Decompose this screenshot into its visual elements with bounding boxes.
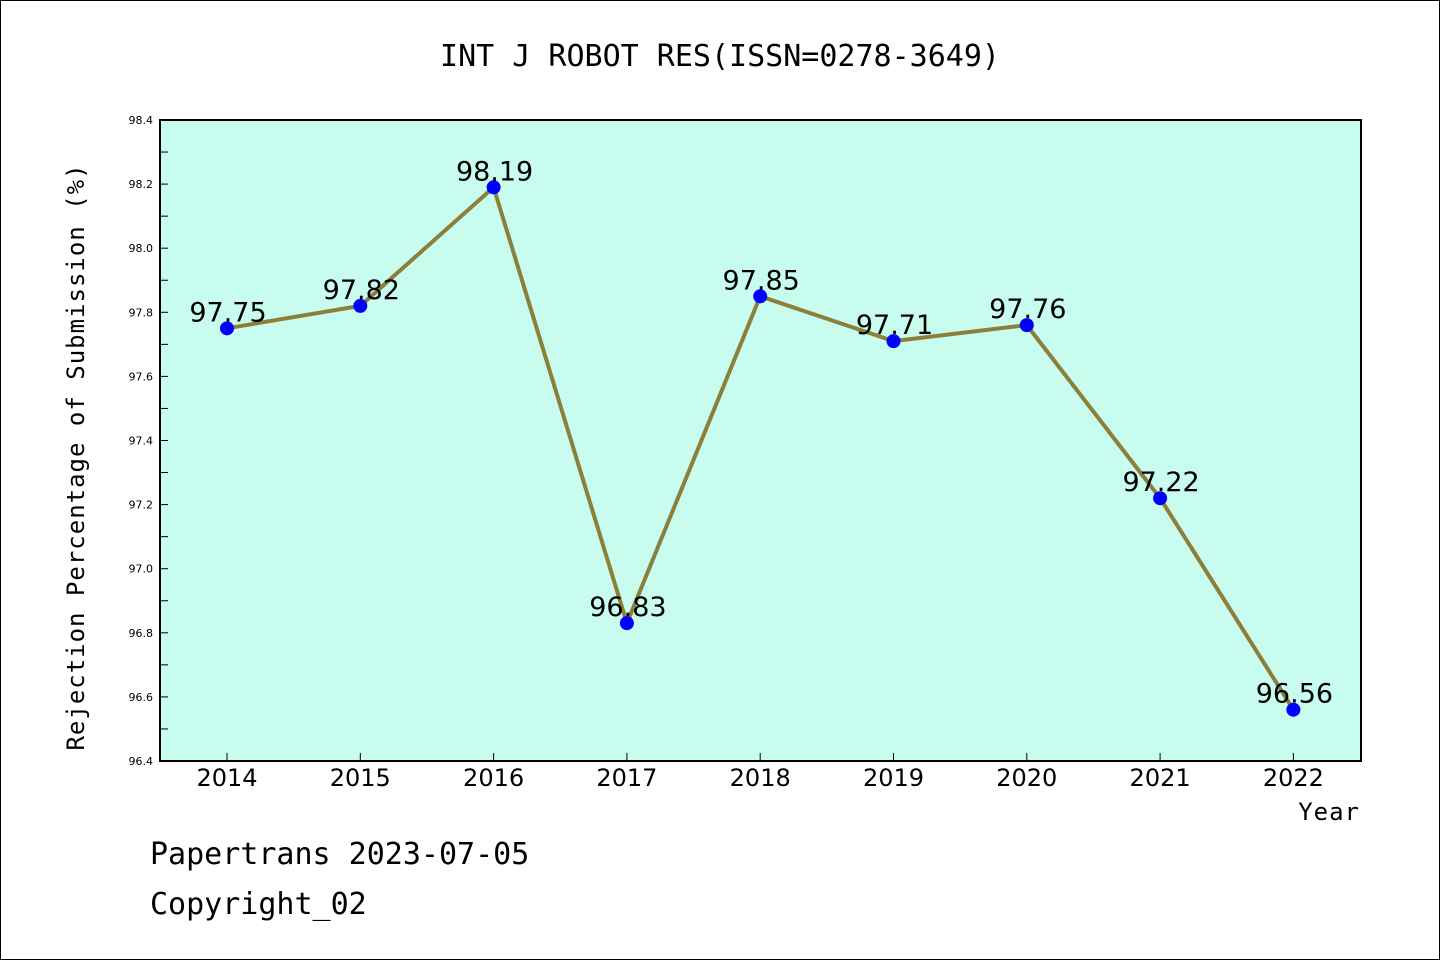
data-point <box>220 321 234 336</box>
x-axis-ticks: 2014 2015 2016 2017 2018 2019 2020 2021 2022 <box>196 753 1324 792</box>
x-tick-label: 2019 <box>863 764 924 792</box>
data-point <box>1153 491 1168 506</box>
data-point <box>886 334 901 349</box>
y-tick-label: 98.2 <box>129 178 154 191</box>
data-label: 96.83 <box>589 592 666 623</box>
data-label: 97.22 <box>1122 467 1199 498</box>
y-tick-label: 97.8 <box>129 306 154 319</box>
data-label: 97.85 <box>723 265 800 296</box>
data-label: 96.56 <box>1256 679 1333 710</box>
data-point <box>353 298 368 313</box>
data-label: 97.76 <box>989 294 1066 325</box>
series-group <box>220 180 1301 717</box>
x-tick-label: 2020 <box>996 764 1057 792</box>
y-axis-ticks: 96.4 96.6 96.8 97.0 97.2 97.4 97.6 97.8 98.0 98.2… <box>129 114 168 768</box>
y-tick-label: 98.4 <box>129 114 154 127</box>
data-point <box>1286 702 1301 717</box>
data-label-group: 97.75 97.82 98.19 96.83 97.85 97.71 97.76 97.22… <box>189 156 1333 709</box>
data-label: 97.71 <box>856 310 933 341</box>
x-tick-label: 2018 <box>730 764 791 792</box>
y-tick-label: 96.8 <box>129 627 154 640</box>
data-point <box>486 180 501 195</box>
footer-date-line: Papertrans 2023-07-05 <box>150 837 529 872</box>
data-point <box>753 289 768 304</box>
x-tick-label: 2014 <box>196 764 257 792</box>
x-tick-label: 2015 <box>330 764 391 792</box>
x-tick-label: 2016 <box>463 764 524 792</box>
footer-copyright-line: Copyright_02 <box>150 887 367 922</box>
data-label: 98.19 <box>456 156 533 187</box>
y-tick-label: 97.4 <box>129 435 154 448</box>
plot-area <box>159 119 1362 762</box>
y-tick-label: 96.6 <box>129 691 154 704</box>
data-label: 97.75 <box>189 297 266 328</box>
y-tick-label: 96.4 <box>129 755 154 768</box>
chart-title: INT J ROBOT RES(ISSN=0278-3649) <box>440 39 1000 74</box>
y-tick-label: 97.6 <box>129 370 154 383</box>
y-axis-label: Rejection Percentage of Submission (%) <box>62 163 90 750</box>
x-axis-label: Year <box>1298 798 1360 826</box>
y-tick-label: 97.0 <box>129 563 154 576</box>
data-point <box>1019 318 1034 333</box>
data-point <box>619 616 634 631</box>
x-tick-label: 2021 <box>1130 764 1191 792</box>
x-tick-label: 2022 <box>1263 764 1324 792</box>
y-tick-label: 97.2 <box>129 499 154 512</box>
y-tick-label: 98.0 <box>129 242 154 255</box>
data-label: 97.82 <box>323 275 400 306</box>
x-tick-label: 2017 <box>596 764 657 792</box>
